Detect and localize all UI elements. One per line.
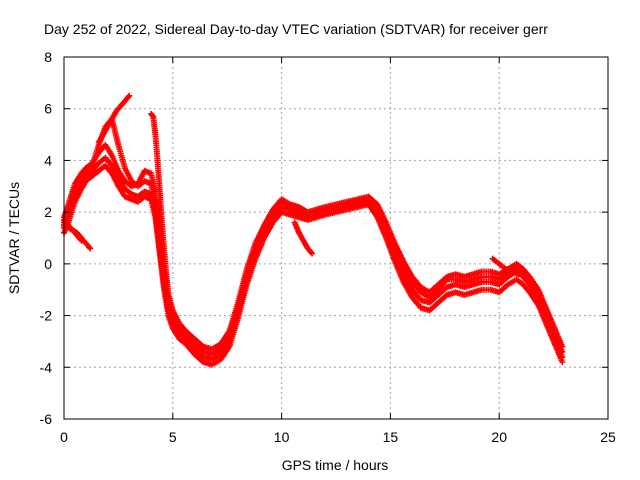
x-tick-label: 5 <box>169 429 177 445</box>
y-tick-label: -4 <box>40 359 53 375</box>
y-tick-label: -6 <box>40 411 53 427</box>
y-axis-label: SDTVAR / TECUs <box>6 182 22 294</box>
x-tick-label: 0 <box>60 429 68 445</box>
data-point <box>78 237 85 244</box>
data-point <box>515 271 522 278</box>
series-track-7 <box>95 92 133 146</box>
series-track-3 <box>61 116 566 358</box>
y-tick-label: 4 <box>44 152 52 168</box>
series-track-10 <box>489 255 522 278</box>
chart-title: Day 252 of 2022, Sidereal Day-to-day VTE… <box>44 21 548 37</box>
data-point <box>165 291 172 298</box>
data-point <box>309 250 316 257</box>
series-track-1 <box>61 141 566 353</box>
y-tick-label: 2 <box>44 204 52 220</box>
data-point <box>87 245 94 252</box>
data-point <box>559 359 566 366</box>
y-tick-label: 8 <box>44 49 52 65</box>
plot-frame <box>63 56 609 420</box>
y-tick-label: 0 <box>44 256 52 272</box>
series-track-8 <box>148 110 172 298</box>
x-tick-label: 25 <box>600 429 616 445</box>
x-tick-label: 15 <box>383 429 399 445</box>
series-track-4 <box>61 162 566 368</box>
x-tick-label: 20 <box>491 429 507 445</box>
series-track-9 <box>291 219 316 257</box>
y-tick-label: 6 <box>44 101 52 117</box>
y-tick-label: -2 <box>40 308 53 324</box>
x-axis-label: GPS time / hours <box>282 457 389 473</box>
series-track-6 <box>61 216 85 244</box>
data-point <box>126 92 133 99</box>
x-tick-label: 10 <box>274 429 290 445</box>
grid-lines <box>64 57 608 419</box>
axis-ticks: 0 5 10 15 20 25 -6 -4 -2 0 2 4 6 8 <box>40 49 616 445</box>
data-points <box>61 92 566 368</box>
